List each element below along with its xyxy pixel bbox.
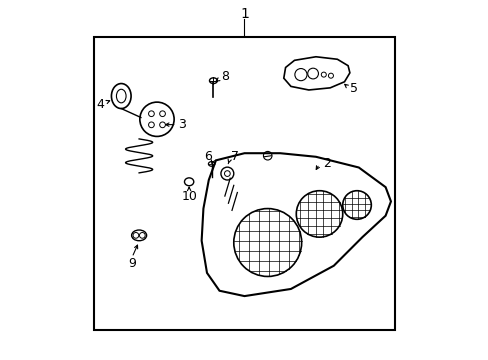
Text: 9: 9 [128,257,136,270]
Text: 1: 1 [240,7,248,21]
FancyBboxPatch shape [94,37,394,330]
Text: 4: 4 [97,99,104,112]
Text: 10: 10 [181,190,197,203]
Text: 3: 3 [178,118,186,131]
Text: 7: 7 [230,150,239,163]
Text: 6: 6 [203,150,211,163]
Text: 8: 8 [221,70,229,83]
Text: 5: 5 [349,82,357,95]
Text: 2: 2 [323,157,330,170]
